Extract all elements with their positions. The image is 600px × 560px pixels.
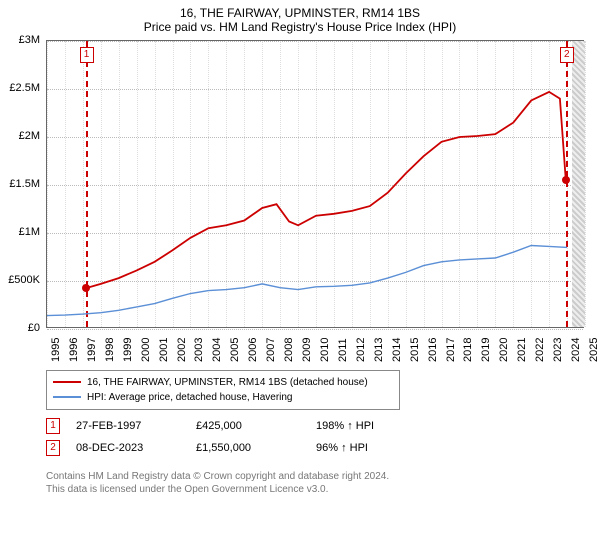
chart-subtitle: Price paid vs. HM Land Registry's House … — [0, 20, 600, 36]
x-tick-label: 2011 — [337, 338, 349, 362]
footer-line-2: This data is licensed under the Open Gov… — [46, 483, 566, 496]
grid-line-h — [47, 329, 583, 330]
x-tick-label: 1999 — [122, 338, 134, 362]
grid-line-v — [585, 41, 586, 327]
x-tick-label: 2015 — [409, 338, 421, 362]
footer-attribution: Contains HM Land Registry data © Crown c… — [46, 470, 566, 496]
chart-title: 16, THE FAIRWAY, UPMINSTER, RM14 1BS — [0, 0, 600, 20]
x-tick-label: 2007 — [265, 338, 277, 362]
plot-area: 12 — [46, 40, 584, 328]
y-tick-label: £0 — [0, 322, 40, 334]
y-tick-label: £500K — [0, 274, 40, 286]
y-tick-label: £1M — [0, 226, 40, 238]
x-tick-label: 2003 — [193, 338, 205, 362]
x-tick-label: 2004 — [211, 338, 223, 362]
x-tick-label: 2021 — [516, 338, 528, 362]
x-tick-label: 2013 — [373, 338, 385, 362]
x-tick-label: 2000 — [140, 338, 152, 362]
x-tick-label: 1998 — [104, 338, 116, 362]
transaction-delta: 96% ↑ HPI — [316, 442, 436, 454]
x-tick-label: 2012 — [355, 338, 367, 362]
x-tick-label: 2014 — [391, 338, 403, 362]
x-tick-label: 1996 — [68, 338, 80, 362]
x-tick-label: 2018 — [462, 338, 474, 362]
x-tick-label: 2008 — [283, 338, 295, 362]
transactions-table: 1 27-FEB-1997£425,000198% ↑ HPI 2 08-DEC-20… — [46, 418, 436, 462]
transaction-row: 2 08-DEC-2023£1,550,00096% ↑ HPI — [46, 440, 436, 456]
y-tick-label: £2.5M — [0, 82, 40, 94]
x-tick-label: 1997 — [86, 338, 98, 362]
transaction-price: £1,550,000 — [196, 442, 316, 454]
transaction-date: 27-FEB-1997 — [76, 420, 196, 432]
legend-entry: 16, THE FAIRWAY, UPMINSTER, RM14 1BS (de… — [53, 375, 393, 390]
series-svg — [47, 41, 585, 329]
legend-label: HPI: Average price, detached house, Have… — [87, 392, 293, 403]
x-tick-label: 2010 — [319, 338, 331, 362]
x-tick-label: 2001 — [158, 338, 170, 362]
transaction-marker: 1 — [46, 418, 60, 434]
transaction-row: 1 27-FEB-1997£425,000198% ↑ HPI — [46, 418, 436, 434]
x-tick-label: 2005 — [229, 338, 241, 362]
transaction-price: £425,000 — [196, 420, 316, 432]
legend-label: 16, THE FAIRWAY, UPMINSTER, RM14 1BS (de… — [87, 377, 368, 388]
legend-entry: HPI: Average price, detached house, Have… — [53, 390, 393, 405]
x-tick-label: 2006 — [247, 338, 259, 362]
y-tick-label: £1.5M — [0, 178, 40, 190]
transaction-marker: 2 — [46, 440, 60, 456]
footer-line-1: Contains HM Land Registry data © Crown c… — [46, 470, 566, 483]
x-tick-label: 2016 — [427, 338, 439, 362]
x-tick-label: 2024 — [570, 338, 582, 362]
transaction-date: 08-DEC-2023 — [76, 442, 196, 454]
transaction-delta: 198% ↑ HPI — [316, 420, 436, 432]
series-line — [47, 246, 567, 316]
legend: 16, THE FAIRWAY, UPMINSTER, RM14 1BS (de… — [46, 370, 400, 410]
y-tick-label: £3M — [0, 34, 40, 46]
y-tick-label: £2M — [0, 130, 40, 142]
x-tick-label: 2022 — [534, 338, 546, 362]
x-tick-label: 2025 — [588, 338, 600, 362]
x-tick-label: 2017 — [445, 338, 457, 362]
x-tick-label: 2023 — [552, 338, 564, 362]
x-tick-label: 2020 — [498, 338, 510, 362]
x-tick-label: 2019 — [480, 338, 492, 362]
x-tick-label: 1995 — [50, 338, 62, 362]
x-tick-label: 2009 — [301, 338, 313, 362]
x-tick-label: 2002 — [176, 338, 188, 362]
legend-swatch — [53, 381, 81, 383]
legend-swatch — [53, 396, 81, 398]
